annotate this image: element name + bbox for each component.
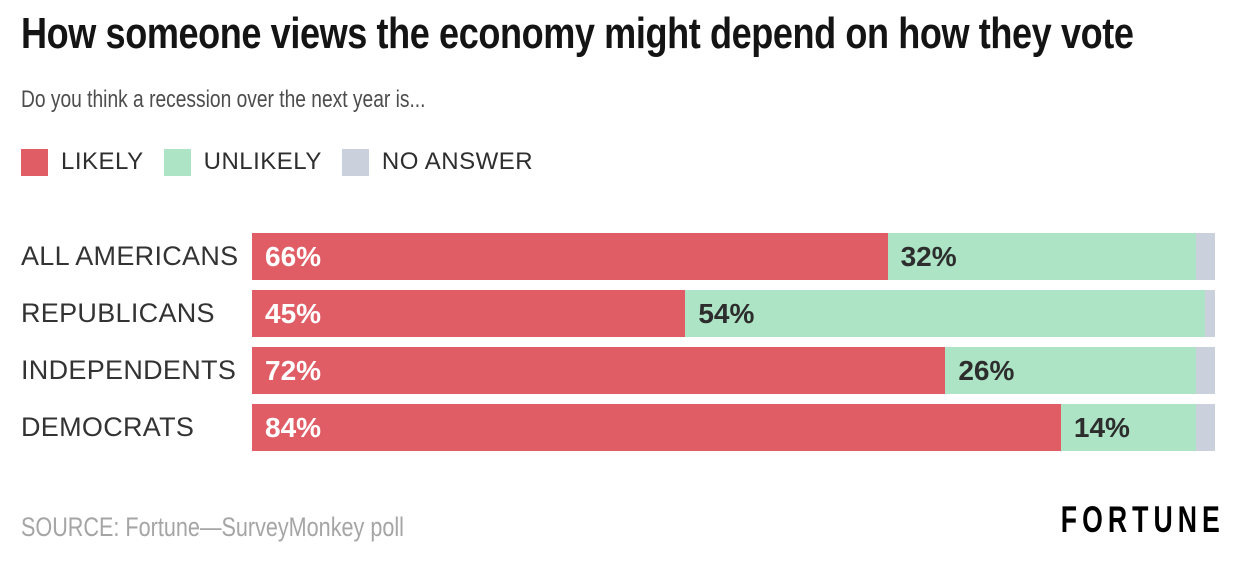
fortune-logo: FORTUNE	[1060, 499, 1225, 540]
bar-segment-no-answer	[1195, 233, 1215, 280]
bar-segment-unlikely: 32%	[887, 233, 1196, 280]
chart-row: REPUBLICANS 45% 54%	[21, 290, 1215, 337]
bar-segment-unlikely: 14%	[1060, 404, 1196, 451]
bar-track: 45% 54%	[252, 290, 1215, 337]
legend: LIKELY UNLIKELY NO ANSWER	[21, 148, 533, 176]
chart-row: ALL AMERICANS 66% 32%	[21, 233, 1215, 280]
category-label: ALL AMERICANS	[21, 241, 239, 271]
legend-item: NO ANSWER	[341, 148, 534, 176]
legend-label: LIKELY	[61, 148, 144, 175]
value-label-likely: 72%	[265, 354, 322, 386]
legend-label: UNLIKELY	[203, 148, 322, 175]
bar-track: 84% 14%	[252, 404, 1215, 451]
legend-swatch-icon	[341, 148, 369, 176]
category-label: DEMOCRATS	[21, 412, 195, 442]
bar-track: 66% 32%	[252, 233, 1215, 280]
bar-segment-no-answer	[1195, 347, 1215, 394]
source-note: SOURCE: Fortune—SurveyMonkey poll	[21, 512, 404, 542]
legend-swatch-icon	[21, 148, 48, 176]
bar-segment-unlikely: 54%	[685, 290, 1206, 337]
bar-segment-unlikely: 26%	[945, 347, 1196, 394]
bar-segment-likely: 45%	[252, 290, 686, 337]
value-label-unlikely: 14%	[1073, 411, 1130, 443]
chart-subtitle: Do you think a recession over the next y…	[21, 86, 426, 113]
bar-track: 72% 26%	[252, 347, 1215, 394]
bar-segment-no-answer	[1205, 290, 1215, 337]
value-label-likely: 84%	[265, 411, 322, 443]
legend-item: UNLIKELY	[163, 148, 322, 176]
value-label-unlikely: 32%	[900, 240, 957, 272]
chart-title: How someone views the economy might depe…	[21, 9, 1134, 58]
value-label-likely: 45%	[265, 297, 322, 329]
chart-row: INDEPENDENTS 72% 26%	[21, 347, 1215, 394]
category-label: INDEPENDENTS	[21, 355, 237, 385]
value-label-unlikely: 54%	[698, 297, 755, 329]
value-label-likely: 66%	[265, 240, 322, 272]
bar-segment-likely: 66%	[252, 233, 888, 280]
stacked-bar-chart: ALL AMERICANS 66% 32% REPUBLICANS 45% 54…	[21, 233, 1215, 451]
bar-segment-no-answer	[1195, 404, 1215, 451]
legend-label: NO ANSWER	[381, 148, 534, 175]
legend-item: LIKELY	[21, 148, 144, 176]
value-label-unlikely: 26%	[958, 354, 1015, 386]
bar-segment-likely: 84%	[252, 404, 1061, 451]
bar-segment-likely: 72%	[252, 347, 946, 394]
category-label: REPUBLICANS	[21, 298, 215, 328]
chart-row: DEMOCRATS 84% 14%	[21, 404, 1215, 451]
legend-swatch-icon	[163, 148, 191, 176]
